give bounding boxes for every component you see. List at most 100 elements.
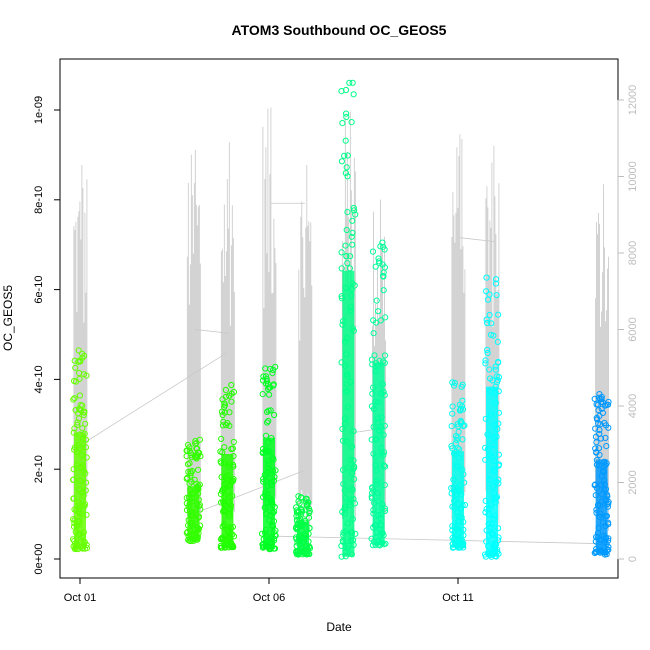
data-point [451, 382, 458, 389]
data-point [263, 408, 271, 415]
data-point [266, 391, 273, 398]
data-point [70, 396, 77, 403]
data-point [593, 439, 600, 446]
data-point [79, 425, 86, 432]
data-point [304, 499, 311, 506]
data-point [373, 297, 380, 304]
data-point [377, 317, 384, 324]
data-point [72, 364, 79, 371]
data-point [293, 517, 300, 524]
x-axis: Oct 01 Oct 06 Oct 11 [64, 577, 474, 604]
point-cluster-5 [338, 79, 359, 560]
data-point [186, 447, 193, 454]
data-point [373, 319, 380, 326]
data-point [344, 173, 351, 180]
data-point [594, 416, 601, 423]
data-point [597, 396, 604, 403]
data-point [219, 396, 226, 403]
data-point [83, 372, 90, 379]
dense-points [221, 453, 234, 548]
data-point [262, 373, 270, 380]
data-point [595, 394, 602, 401]
point-cluster-8 [482, 274, 503, 560]
data-point [221, 444, 228, 451]
plot-frame [59, 58, 619, 579]
data-point [71, 395, 78, 402]
data-point [344, 260, 351, 267]
data-point [449, 379, 456, 386]
dense-points [452, 451, 464, 548]
data-point [76, 392, 84, 399]
point-cluster-0 [70, 347, 91, 553]
data-point [343, 113, 350, 121]
data-point [350, 91, 357, 98]
point-cluster-9 [591, 391, 612, 558]
data-point [259, 391, 266, 398]
data-point [306, 508, 313, 515]
data-point [492, 363, 499, 370]
data-point [343, 226, 350, 234]
data-point [262, 365, 269, 372]
data-point [183, 453, 190, 460]
data-point [303, 502, 311, 510]
data-point [603, 443, 610, 450]
data-point [82, 420, 89, 427]
data-point [484, 346, 491, 353]
y-tick-label: 4e-10 [33, 365, 45, 393]
data-point [228, 445, 235, 453]
data-point [338, 158, 345, 165]
data-point [380, 287, 387, 294]
dense-points [297, 521, 310, 555]
data-point [455, 423, 462, 430]
data-point [494, 338, 501, 345]
data-point [193, 455, 200, 462]
data-point [449, 403, 456, 410]
data-point [595, 407, 602, 414]
y-right-tick-label: 0 [627, 556, 639, 562]
data-point [376, 260, 383, 267]
data-point [372, 263, 379, 270]
y-tick-label: 0e+00 [33, 544, 45, 575]
data-point [350, 204, 357, 212]
data-point [495, 311, 502, 318]
x-tick-label: Oct 11 [442, 592, 474, 604]
data-point [77, 358, 84, 365]
data-point [81, 408, 88, 415]
data-point [599, 409, 607, 416]
secondary-spike-1 [186, 149, 201, 544]
y-right-tick-label: 6000 [627, 317, 639, 341]
point-cluster-3 [258, 363, 279, 553]
data-point [592, 425, 599, 432]
data-point [226, 392, 233, 399]
data-point [338, 88, 345, 95]
y-right-tick-label: 2000 [627, 470, 639, 494]
data-point [188, 478, 195, 485]
data-point [302, 511, 309, 518]
data-point [195, 466, 202, 473]
data-point [342, 137, 349, 144]
data-point [349, 241, 356, 248]
data-point [595, 445, 603, 452]
data-point [348, 233, 355, 240]
y-right-tick-label: 4000 [627, 394, 639, 418]
data-point [72, 407, 79, 414]
dense-points [595, 459, 608, 555]
data-point [379, 239, 386, 246]
data-point [293, 512, 300, 520]
data-point [457, 417, 464, 424]
data-point [483, 288, 490, 295]
data-point [184, 461, 192, 468]
dense-points [74, 432, 86, 550]
data-point [452, 433, 460, 440]
data-point [448, 423, 455, 430]
data-point [72, 378, 80, 385]
data-point [349, 79, 356, 86]
data-point [484, 349, 491, 357]
data-point [597, 435, 605, 442]
data-point [342, 242, 349, 249]
data-point [341, 152, 348, 159]
data-point [303, 495, 310, 502]
data-point [605, 424, 612, 431]
data-point [343, 110, 350, 117]
